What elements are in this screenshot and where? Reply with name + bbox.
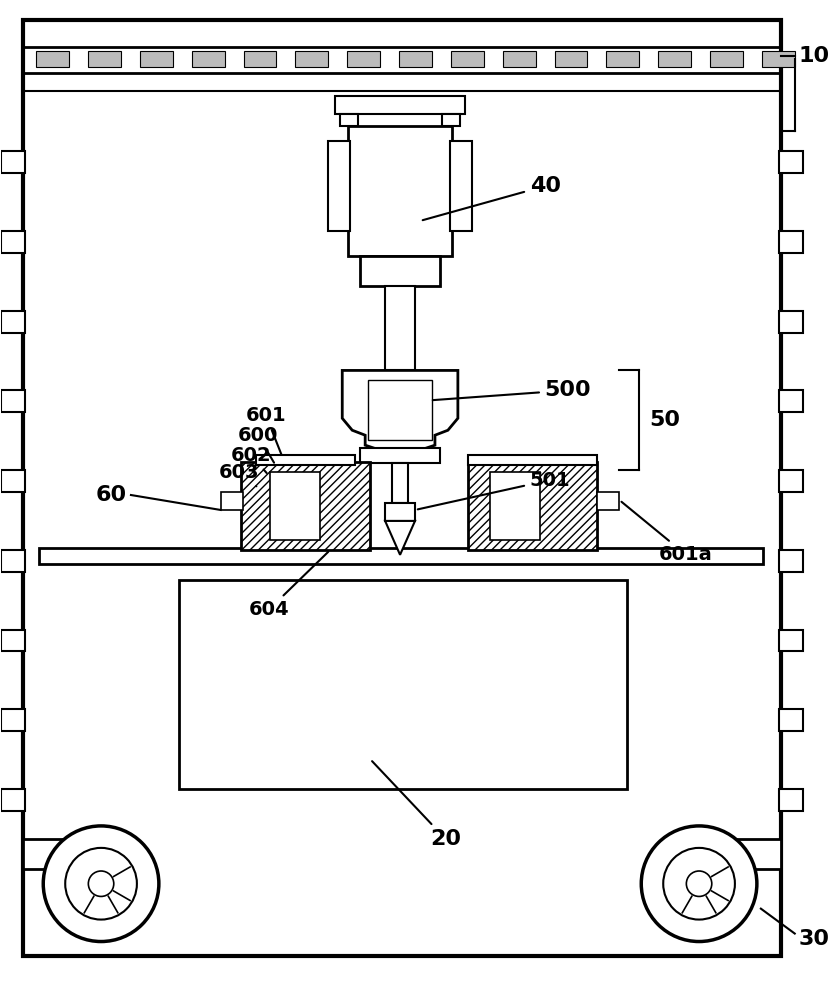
Bar (597, 492, 619, 510)
Bar (2, 630, 25, 651)
Bar (503, 51, 535, 67)
Text: 603: 603 (219, 463, 259, 486)
Bar (779, 789, 803, 811)
Bar (779, 630, 803, 651)
Bar (2, 709, 25, 731)
Bar (779, 390, 803, 412)
Bar (779, 151, 803, 173)
Polygon shape (385, 521, 415, 555)
Bar (296, 51, 328, 67)
Bar (710, 51, 743, 67)
Bar (360, 448, 440, 463)
Bar (658, 51, 691, 67)
Bar (385, 503, 415, 521)
Bar (779, 231, 803, 253)
Circle shape (44, 826, 159, 942)
Bar (88, 51, 121, 67)
Bar (2, 311, 25, 333)
Bar (468, 455, 597, 465)
Bar (607, 51, 639, 67)
Text: 604: 604 (249, 552, 328, 619)
Text: 501: 501 (417, 471, 570, 509)
Bar (399, 51, 432, 67)
Bar (2, 550, 25, 572)
Bar (241, 462, 370, 550)
Text: 60: 60 (96, 485, 127, 505)
Bar (489, 472, 540, 540)
Circle shape (663, 848, 735, 920)
Bar (779, 550, 803, 572)
Text: 500: 500 (432, 380, 591, 400)
Circle shape (65, 848, 137, 920)
Bar (451, 51, 484, 67)
Text: 30: 30 (799, 929, 830, 949)
Bar (39, 548, 763, 564)
Bar (335, 96, 465, 114)
Bar (271, 472, 320, 540)
Bar (328, 141, 350, 231)
Bar (23, 839, 113, 869)
Text: 601: 601 (246, 406, 287, 455)
Bar (2, 231, 25, 253)
Text: 20: 20 (372, 761, 461, 849)
Bar (385, 286, 415, 370)
Bar (779, 470, 803, 492)
Bar (256, 455, 355, 465)
Bar (2, 470, 25, 492)
Text: 10: 10 (799, 46, 830, 66)
Bar (779, 311, 803, 333)
Bar (347, 51, 380, 67)
Bar (450, 141, 472, 231)
Circle shape (88, 871, 114, 896)
Bar (368, 380, 432, 440)
Text: 601a: 601a (622, 502, 713, 564)
Circle shape (641, 826, 757, 942)
Bar (340, 114, 358, 126)
Bar (555, 51, 587, 67)
Bar (36, 51, 70, 67)
Bar (762, 51, 794, 67)
Bar (779, 709, 803, 731)
Bar (244, 51, 277, 67)
Bar (220, 492, 242, 510)
Polygon shape (342, 370, 458, 450)
Bar (2, 151, 25, 173)
Bar (178, 580, 628, 789)
Bar (691, 839, 781, 869)
Bar (392, 463, 408, 503)
Bar (442, 114, 460, 126)
Bar (360, 256, 440, 286)
Bar (468, 462, 597, 550)
Bar (2, 390, 25, 412)
Text: 602: 602 (230, 446, 272, 473)
Circle shape (686, 871, 711, 896)
Text: 50: 50 (649, 410, 680, 430)
Bar (349, 126, 452, 256)
Text: 600: 600 (238, 426, 278, 463)
Text: 40: 40 (422, 176, 561, 220)
Bar (2, 789, 25, 811)
Bar (140, 51, 173, 67)
Bar (192, 51, 225, 67)
